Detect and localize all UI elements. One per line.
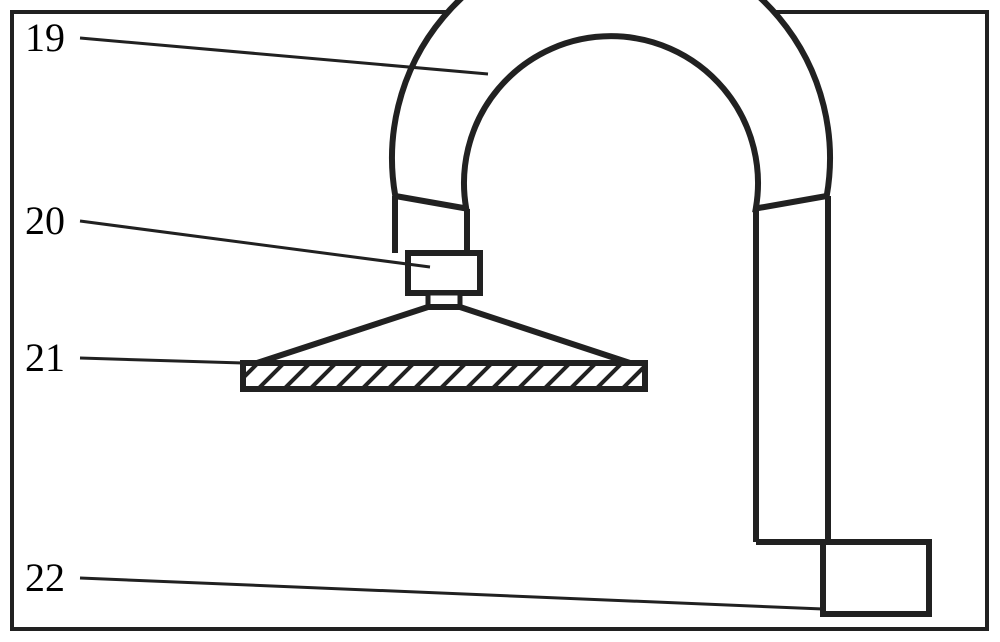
leader-20	[80, 221, 430, 267]
flare-cone	[257, 307, 630, 363]
label-19: 19	[25, 18, 65, 58]
label-20: 20	[25, 201, 65, 241]
arched-tube	[392, 0, 830, 209]
diagram-canvas: 19 20 21 22	[0, 0, 1000, 642]
leader-22	[80, 578, 823, 609]
diagram-svg	[0, 0, 1000, 642]
label-22: 22	[25, 558, 65, 598]
connector-block	[408, 253, 480, 293]
label-21: 21	[25, 338, 65, 378]
plate-group	[230, 361, 650, 391]
base-block	[823, 542, 929, 614]
leader-21	[80, 358, 243, 363]
